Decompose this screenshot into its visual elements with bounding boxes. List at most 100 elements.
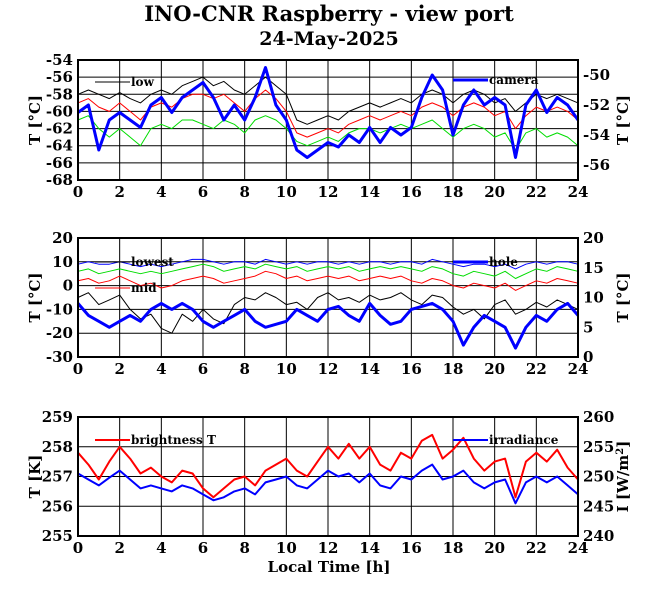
series-line-unnamed [77,89,579,138]
series-line-unnamed [77,263,579,279]
x-tick-label: 22 [526,183,547,201]
y-right-tick-label: 240 [583,527,614,545]
x-tick-label: 0 [73,360,83,378]
x-tick-label: 24 [568,360,589,378]
x-tick-label: 20 [484,183,505,201]
y-axis-label: T [°C] [26,272,44,322]
x-tick-label: 14 [359,183,380,201]
x-tick-label: 12 [318,539,339,557]
y-tick-label: 20 [52,229,73,247]
x-tick-label: 8 [239,360,249,378]
y-tick-label: -68 [46,171,73,189]
panel-bottom: 0 2 4 6 8 10 12 14 16 18 20 22 242592582572562552602… [26,408,632,557]
x-tick-label: 16 [401,360,422,378]
legend-label: mid [131,281,157,295]
y-tick-label: -56 [46,68,73,86]
x-tick-label: 6 [198,539,208,557]
y-tick-label: -20 [46,324,73,342]
x-tick-label: 24 [568,183,589,201]
y-tick-label: -60 [46,102,73,120]
y-right-tick-label: 0 [583,348,593,366]
y-tick-label: 0 [63,277,73,295]
series-line-brightness-T [77,433,579,499]
x-tick-label: 8 [239,183,249,201]
y-tick-label: -66 [46,154,73,172]
y-right-tick-label: -56 [583,156,610,174]
x-tick-label: 4 [156,539,166,557]
x-tick-label: 4 [156,360,166,378]
x-tick-label: 10 [276,539,297,557]
y-axis-label: T [K] [26,455,44,499]
x-tick-label: 10 [276,183,297,201]
x-tick-label: 12 [318,183,339,201]
y-right-tick-label: 10 [583,289,604,307]
plot-frame [77,59,579,181]
y-right-axis-label: T [°C] [614,272,632,322]
x-tick-label: 18 [443,183,464,201]
y-tick-label: -30 [46,348,73,366]
y-right-tick-label: 255 [583,438,614,456]
x-tick-label: 20 [484,360,505,378]
y-right-tick-label: 20 [583,229,604,247]
plot-frame [77,237,579,358]
legend-label: lowest [131,255,174,269]
series-line-irradiance [77,463,579,505]
y-right-tick-label: 245 [583,497,614,515]
x-tick-label: 4 [156,183,166,201]
series-line-unnamed [77,258,579,270]
x-tick-label: 6 [198,360,208,378]
x-tick-label: 2 [114,183,124,201]
x-tick-label: 18 [443,539,464,557]
series-line-lowest [77,292,579,334]
x-tick-label: 20 [484,539,505,557]
x-tick-label: 0 [73,539,83,557]
legend-label: irradiance [489,433,559,447]
y-right-axis-label: T [°C] [614,95,632,145]
plot-frame [77,416,579,537]
legend-label: low [131,75,155,89]
x-tick-label: 2 [114,360,124,378]
x-tick-label: 22 [526,539,547,557]
y-tick-label: -54 [46,51,73,69]
series-line-low [77,76,579,125]
figure-subtitle: 24-May-2025 [259,28,398,50]
y-right-tick-label: 260 [583,408,614,426]
y-right-tick-label: -54 [583,126,610,144]
x-tick-label: 0 [73,183,83,201]
y-right-tick-label: 250 [583,468,614,486]
chart-panels: 0 2 4 6 8 10 12 14 16 18 20 22 24-54-56-58-60-62-64-… [26,51,632,557]
y-tick-label: 257 [42,468,73,486]
panel-middle: 0 2 4 6 8 10 12 14 16 18 20 22 2420100-10-20-3020151… [26,229,632,378]
series-line-mid [77,270,579,291]
y-right-tick-label: -50 [583,66,610,84]
x-tick-label: 2 [114,539,124,557]
x-tick-label: 12 [318,360,339,378]
y-right-tick-label: 5 [583,318,593,336]
y-tick-label: -62 [46,120,73,138]
y-tick-label: 10 [52,253,73,271]
figure-title: INO-CNR Raspberry - view port [144,1,514,26]
y-tick-label: 258 [42,438,73,456]
x-axis-label: Local Time [h] [268,558,391,576]
x-tick-label: 16 [401,539,422,557]
series-line-camera [77,66,580,159]
x-tick-label: 6 [198,183,208,201]
x-tick-label: 14 [359,360,380,378]
legend-label: hole [489,255,518,269]
y-tick-label: 259 [42,408,73,426]
x-tick-label: 24 [568,539,589,557]
y-tick-label: 255 [42,527,73,545]
x-tick-label: 10 [276,360,297,378]
x-tick-label: 16 [401,183,422,201]
y-tick-label: -58 [46,85,73,103]
x-tick-label: 18 [443,360,464,378]
x-tick-label: 14 [359,539,380,557]
y-right-tick-label: 15 [583,259,604,277]
y-tick-label: -10 [46,300,73,318]
legend-label: camera [489,73,539,87]
y-right-tick-label: -52 [583,96,610,114]
y-right-axis-label: I [W/m2] [614,441,632,513]
y-tick-label: 256 [42,497,73,515]
x-tick-label: 22 [526,360,547,378]
